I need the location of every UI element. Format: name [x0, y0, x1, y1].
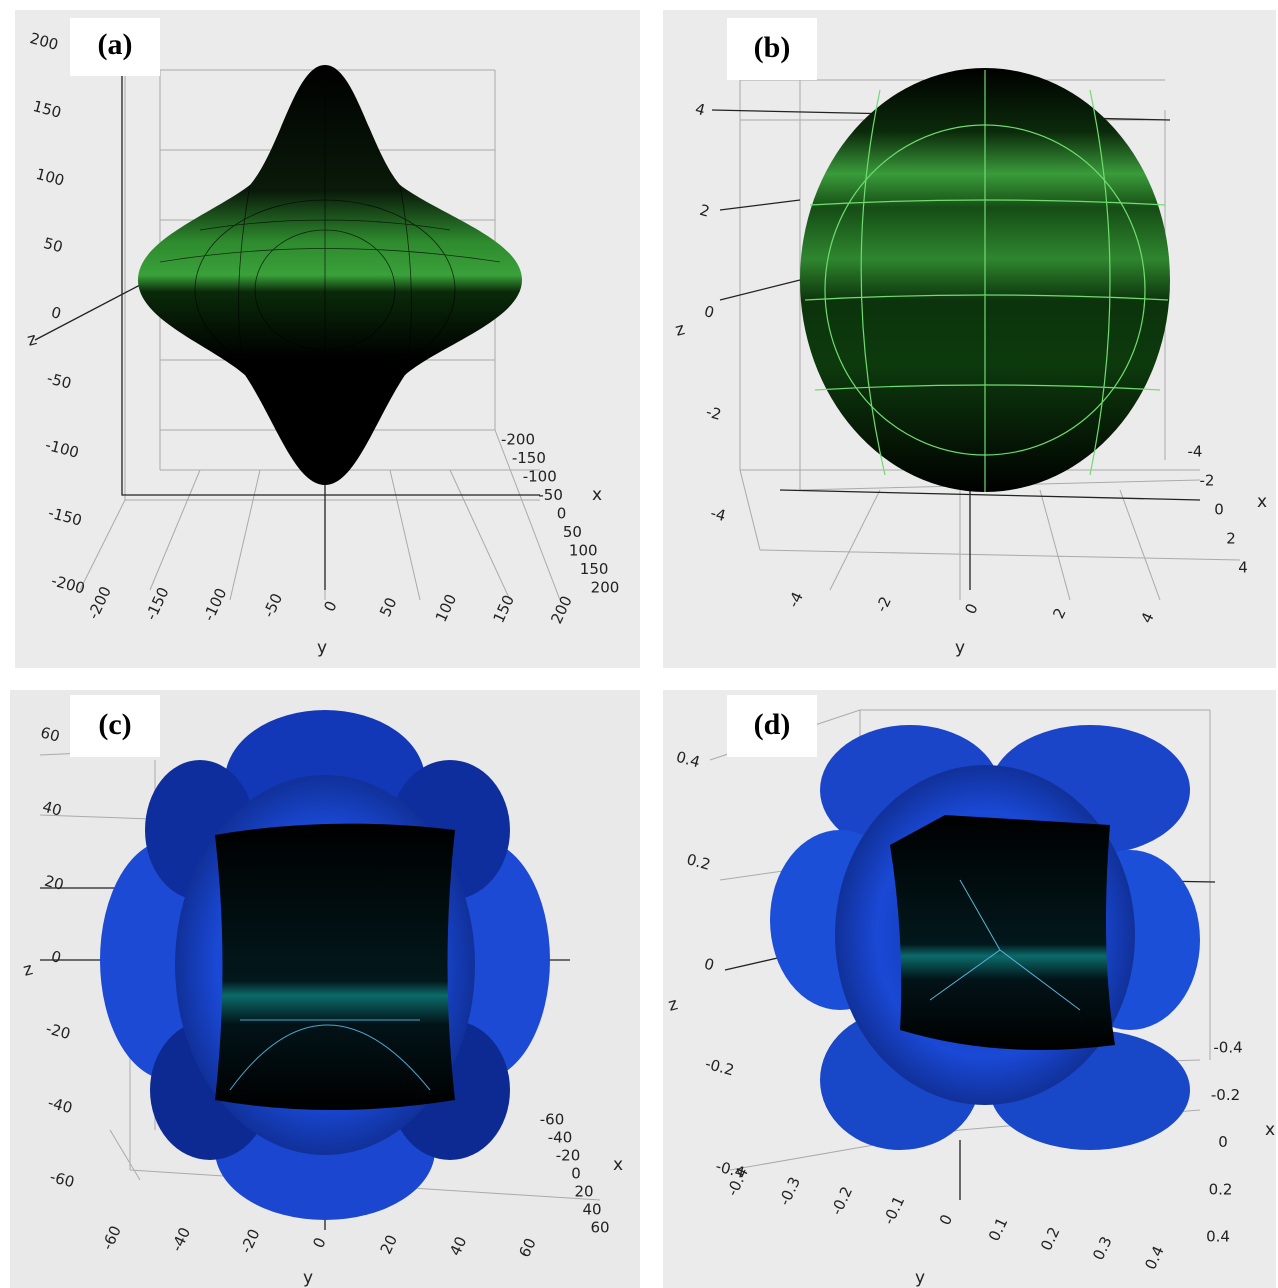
- x-tick-label: -150: [512, 449, 546, 467]
- x-tick-label: 100: [569, 542, 598, 560]
- x-tick-label: 0: [1218, 1133, 1228, 1151]
- x-tick-label: -60: [540, 1111, 565, 1129]
- x-tick-label: 150: [580, 560, 609, 578]
- x-tick-label: 2: [1226, 530, 1236, 548]
- figure: (a)200150100500-50-100-150-200z-200-150-…: [0, 0, 1278, 1288]
- y-axis-title: y: [317, 638, 327, 658]
- x-tick-label: -0.4: [1213, 1039, 1242, 1057]
- x-tick-label: -100: [523, 468, 557, 486]
- panel-label: (d): [754, 708, 791, 741]
- panel-label: (a): [98, 28, 133, 61]
- x-tick-label: 0: [571, 1165, 581, 1183]
- x-tick-label: -200: [501, 431, 535, 449]
- x-tick-label: -20: [556, 1147, 581, 1165]
- x-tick-label: 40: [582, 1201, 601, 1219]
- x-tick-label: 60: [590, 1219, 609, 1237]
- x-axis-title: x: [613, 1155, 623, 1175]
- x-tick-label: 0: [557, 505, 567, 523]
- panel-label: (c): [98, 708, 131, 741]
- y-axis-title: y: [915, 1268, 925, 1288]
- x-axis-title: x: [592, 485, 602, 505]
- x-axis-title: x: [1265, 1120, 1275, 1140]
- x-tick-label: 0: [1214, 501, 1224, 519]
- panel-label: (b): [754, 31, 791, 64]
- figure-canvas: (a)200150100500-50-100-150-200z-200-150-…: [0, 0, 1278, 1288]
- x-tick-label: 50: [563, 523, 582, 541]
- x-tick-label: 0.4: [1206, 1228, 1230, 1246]
- x-tick-label: -40: [548, 1129, 573, 1147]
- x-axis-title: x: [1257, 492, 1267, 512]
- y-axis-title: y: [955, 638, 965, 658]
- x-tick-label: -4: [1188, 443, 1203, 461]
- x-tick-label: -0.2: [1211, 1086, 1240, 1104]
- x-tick-label: 4: [1238, 559, 1248, 577]
- surface-d: [770, 725, 1200, 1150]
- x-tick-label: -50: [538, 486, 563, 504]
- x-tick-label: 200: [591, 579, 620, 597]
- x-tick-label: 0.2: [1209, 1180, 1233, 1198]
- x-tick-label: -2: [1200, 472, 1215, 490]
- x-tick-label: 20: [574, 1183, 593, 1201]
- y-axis-title: y: [303, 1268, 313, 1288]
